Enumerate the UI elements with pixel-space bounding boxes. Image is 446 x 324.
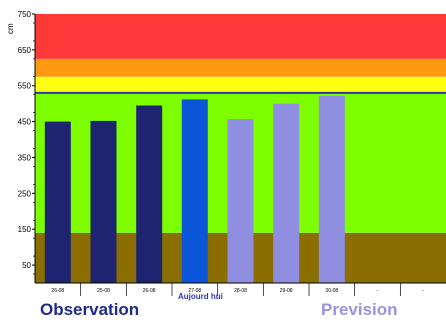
x-tick-label-3: 27-08 [188,288,201,294]
x-tick-label-6: 30-08 [325,288,338,294]
band-3 [35,58,446,77]
x-tick-label-1: 25-08 [97,288,110,294]
y-tick-label-250: 250 [18,189,32,198]
bar-29-08-1 [273,103,300,283]
band-2 [35,76,446,93]
bar-26-08-0 [136,105,163,283]
bar-25-08-0 [90,120,117,284]
x-tick-label-2: 26-08 [143,288,156,294]
bar-27-08-0 [181,99,208,284]
x-tick-label-4: 28-08 [234,288,247,294]
y-tick-label-50: 50 [22,261,31,270]
today-label: Aujourd hui [178,292,223,301]
y-axis-label: cm [6,23,15,34]
y-tick-label-350: 350 [18,153,32,162]
x-tick-label-0: 26-08 [51,288,64,294]
bar-30-08-1 [318,95,345,283]
y-tick-label-650: 650 [18,46,32,55]
bar-26-08-0 [44,121,71,283]
bar-28-08-1 [227,119,254,283]
x-tick-label-7: - [377,288,379,294]
x-tick-label-5: 29-08 [280,288,293,294]
prevision-label: Prevision [321,300,398,319]
observation-label: Observation [40,300,140,319]
x-tick-label-8: - [422,288,424,294]
y-tick-label-450: 450 [18,118,32,127]
y-tick-label-150: 150 [18,225,32,234]
band-4 [35,14,446,59]
y-tick-label-550: 550 [18,82,32,91]
y-tick-label-750: 750 [18,10,32,19]
